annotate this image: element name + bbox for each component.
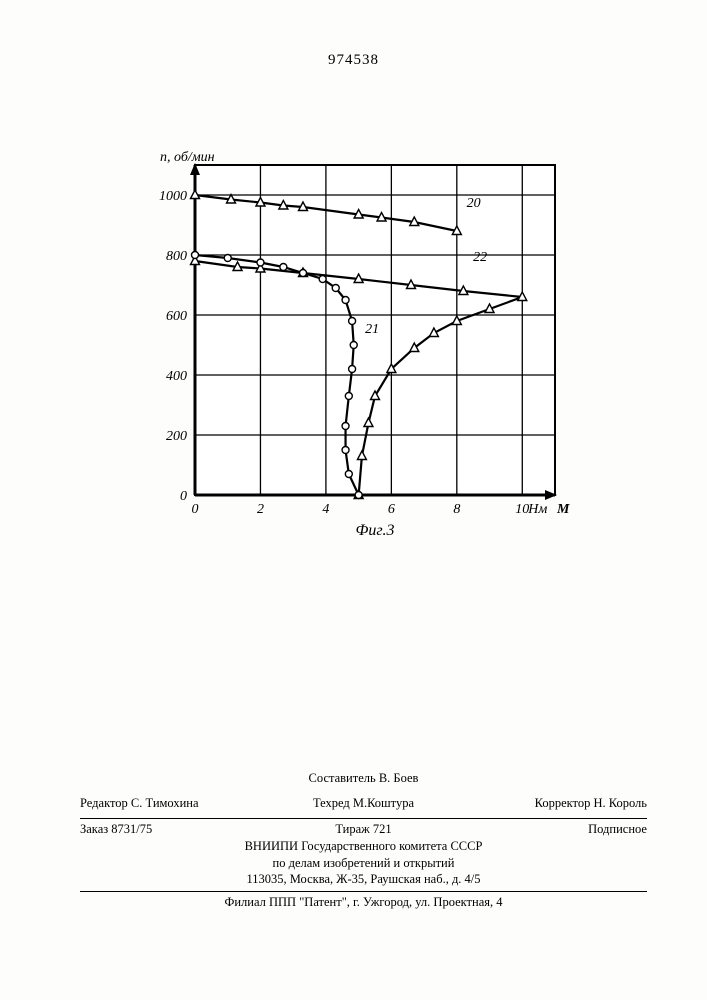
svg-text:0: 0: [192, 502, 199, 517]
svg-text:Нм: Нм: [527, 502, 547, 517]
org-line-2: по делам изобретений и открытий: [80, 855, 647, 872]
page: 974538 0 2 4 6 8 10 0 200 400 600 800 1000 n, об/мин…: [0, 0, 707, 1000]
techred: Техред М.Коштура: [252, 795, 475, 812]
footer-block: Составитель В. Боев Редактор С. Тимохина…: [80, 770, 647, 911]
svg-text:800: 800: [166, 249, 187, 264]
corrector: Корректор Н. Король: [475, 795, 647, 812]
svg-text:200: 200: [166, 429, 187, 444]
tirazh: Тираж 721: [252, 821, 475, 838]
org-line-1: ВНИИПИ Государственного комитета СССР: [80, 838, 647, 855]
svg-text:21: 21: [365, 322, 379, 337]
svg-text:2: 2: [257, 502, 264, 517]
svg-text:400: 400: [166, 369, 187, 384]
svg-text:8: 8: [453, 502, 460, 517]
svg-text:Фиг.3: Фиг.3: [356, 522, 395, 539]
editor: Редактор С. Тимохина: [80, 795, 252, 812]
svg-text:22: 22: [473, 250, 487, 265]
document-number: 974538: [0, 52, 707, 69]
svg-text:10: 10: [515, 502, 529, 517]
svg-text:0: 0: [180, 489, 187, 504]
order-number: Заказ 8731/75: [80, 821, 252, 838]
svg-text:6: 6: [388, 502, 395, 517]
svg-text:20: 20: [467, 196, 481, 211]
branch-line: Филиал ППП "Патент", г. Ужгород, ул. Про…: [80, 891, 647, 911]
svg-text:1000: 1000: [159, 189, 187, 204]
svg-text:4: 4: [322, 502, 329, 517]
svg-text:n, об/мин: n, об/мин: [160, 150, 215, 165]
compiler-line: Составитель В. Боев: [80, 770, 647, 787]
podpisnoe: Подписное: [475, 821, 647, 838]
chart: 0 2 4 6 8 10 0 200 400 600 800 1000 n, об/мин Нм М 20 22…: [140, 145, 570, 550]
org-addr: 113035, Москва, Ж-35, Раушская наб., д. …: [80, 871, 647, 888]
chart-svg: 0 2 4 6 8 10 0 200 400 600 800 1000 n, об/мин Нм М 20 22…: [140, 145, 570, 545]
svg-text:М: М: [556, 502, 570, 517]
svg-text:600: 600: [166, 309, 187, 324]
